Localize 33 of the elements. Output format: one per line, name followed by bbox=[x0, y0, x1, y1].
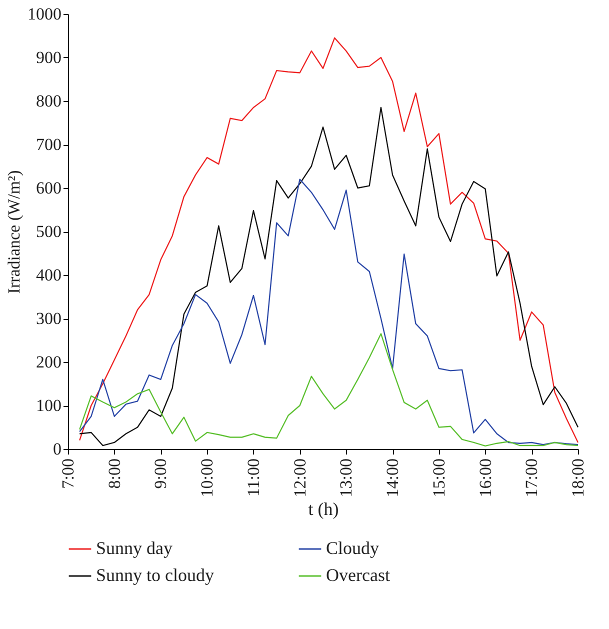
x-tick-label: 12:00 bbox=[290, 458, 310, 498]
x-tick-label: 17:00 bbox=[522, 458, 542, 498]
line-series bbox=[78, 333, 579, 447]
y-tick-label: 200 bbox=[36, 352, 62, 372]
x-tick-label: 7:00 bbox=[58, 458, 78, 489]
x-axis-title: t (h) bbox=[308, 499, 339, 520]
x-tick-label: 18:00 bbox=[568, 458, 588, 498]
x-tick-label: 9:00 bbox=[151, 458, 170, 489]
line-series bbox=[78, 106, 579, 446]
x-tick-label: 10:00 bbox=[198, 458, 217, 498]
legend-label: Sunny to cloudy bbox=[96, 565, 214, 585]
x-tick-label: 8:00 bbox=[104, 458, 124, 489]
x-tick-label: 16:00 bbox=[476, 458, 495, 498]
y-tick-label: 100 bbox=[36, 396, 62, 415]
y-tick-label: 0 bbox=[53, 440, 62, 458]
legend-label: Overcast bbox=[326, 565, 390, 585]
y-tick-label: 900 bbox=[36, 48, 62, 67]
x-tick-label: 15:00 bbox=[429, 458, 448, 498]
x-tick-label: 13:00 bbox=[336, 458, 356, 498]
y-tick-label: 500 bbox=[36, 222, 62, 241]
y-axis-title: Irradiance (W/m²) bbox=[4, 170, 24, 294]
line-series bbox=[78, 178, 579, 446]
y-tick-label: 400 bbox=[36, 266, 62, 284]
y-tick-label: 300 bbox=[36, 309, 62, 328]
y-tick-label: 1000 bbox=[28, 4, 62, 24]
x-tick-label: 14:00 bbox=[383, 458, 402, 498]
y-tick-label: 700 bbox=[36, 135, 62, 154]
y-tick-label: 800 bbox=[36, 92, 62, 110]
legend-label: Sunny day bbox=[96, 538, 172, 558]
line-series bbox=[78, 37, 579, 444]
y-tick-label: 600 bbox=[36, 178, 62, 198]
legend-label: Cloudy bbox=[326, 538, 380, 558]
x-tick-label: 11:00 bbox=[244, 458, 263, 497]
